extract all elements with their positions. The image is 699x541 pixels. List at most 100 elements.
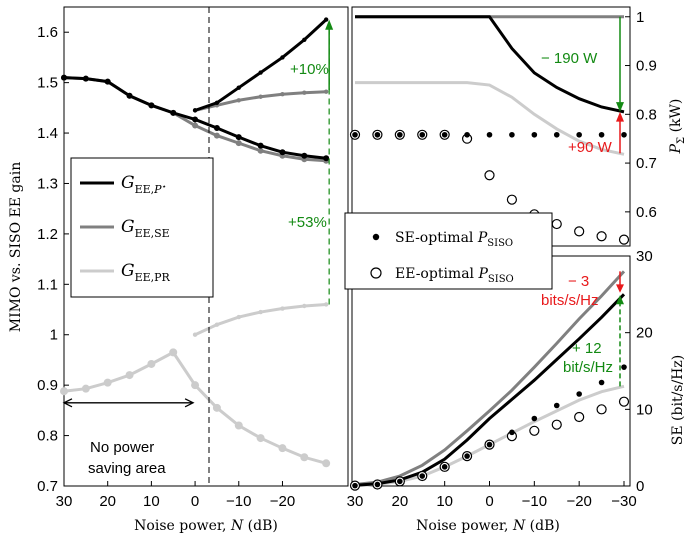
rb-ee-marker-10 bbox=[574, 411, 585, 423]
rt-se-marker-11 bbox=[598, 131, 605, 138]
left-upper-point-1-3 bbox=[258, 94, 263, 99]
left-point-0-1 bbox=[82, 75, 89, 82]
left-point-2-6 bbox=[191, 381, 200, 390]
rb-se-marker-2 bbox=[397, 478, 403, 485]
no-power-arrowhead-left bbox=[62, 398, 73, 408]
rb-se-marker-3 bbox=[419, 473, 426, 479]
svg-text:GEE,P⋆: GEE,P⋆ bbox=[121, 173, 167, 196]
rt-se-marker-6 bbox=[486, 131, 493, 138]
se-gain-label-1: + 12 bbox=[572, 340, 602, 357]
left-point-0-4 bbox=[148, 102, 155, 109]
rb-ee-marker-12 bbox=[618, 396, 630, 407]
right-x-axis-label: Noise power, N (dB) bbox=[416, 518, 560, 534]
rt-se-marker-1 bbox=[374, 131, 381, 138]
rb-xtick-label-4: −10 bbox=[522, 493, 547, 510]
left-point-0-11 bbox=[301, 152, 308, 159]
left-ytick-label-5: 1.2 bbox=[37, 226, 58, 243]
left-point-2-4 bbox=[147, 359, 156, 368]
rt-se-marker-5 bbox=[464, 131, 470, 138]
legend-ee-optimal-marker bbox=[370, 267, 382, 279]
left-point-2-2 bbox=[103, 378, 112, 387]
left-upper-point-1-5 bbox=[302, 90, 307, 95]
left-x-axis-label: Noise power, N (dB) bbox=[134, 518, 278, 534]
left-upper-point-2-3 bbox=[258, 309, 263, 315]
left-point-2-10 bbox=[278, 444, 287, 453]
left-point-0-8 bbox=[235, 134, 242, 141]
svg-text:GEE,SE: GEE,SE bbox=[121, 217, 170, 240]
left-point-0-12 bbox=[323, 155, 330, 162]
rt-ee-marker-11 bbox=[596, 231, 607, 242]
left-point-1-8 bbox=[235, 140, 242, 147]
rb-ytick-label-1: 10 bbox=[636, 401, 653, 418]
rb-ee-marker-9 bbox=[551, 419, 562, 430]
left-ytick-label-6: 1.3 bbox=[37, 175, 58, 192]
rt-se-marker-8 bbox=[531, 131, 538, 138]
left-point-2-12 bbox=[322, 459, 331, 468]
rb-ytick-label-0: 0 bbox=[636, 478, 644, 495]
left-annotations: +10% +53% No power saving area bbox=[88, 61, 329, 477]
left-upper-point-2-5 bbox=[302, 303, 307, 309]
power-saving-arrowhead bbox=[616, 102, 624, 112]
left-point-1-9 bbox=[257, 147, 264, 154]
rb-se-marker-9 bbox=[553, 402, 560, 409]
svg-text:GEE,PR: GEE,PR bbox=[121, 261, 171, 284]
left-point-1-6 bbox=[192, 122, 199, 129]
left-point-0-9 bbox=[257, 142, 264, 149]
rb-se-marker-1 bbox=[374, 481, 381, 488]
rb-se-marker-11 bbox=[598, 379, 605, 386]
marker-legend: SE-optimal PSISO EE-optimal PSISO bbox=[344, 212, 553, 290]
rt-line-2 bbox=[355, 81, 625, 156]
left-ytick-label-1: 0.8 bbox=[37, 428, 58, 445]
left-point-2-0 bbox=[60, 387, 68, 396]
left-ytick-label-7: 1.4 bbox=[37, 125, 58, 142]
left-xtick-label-5: −20 bbox=[270, 493, 295, 510]
rb-se-marker-6 bbox=[486, 441, 493, 448]
left-xtick-label-1: 20 bbox=[99, 493, 116, 510]
rt-ee-marker-10 bbox=[574, 226, 585, 237]
rt-ytick-label-0: 1 bbox=[636, 9, 644, 26]
gain-10-arrowhead bbox=[325, 19, 334, 30]
rt-ee-marker-12 bbox=[618, 234, 630, 245]
no-power-label-2: saving area bbox=[88, 460, 166, 477]
left-point-0-3 bbox=[126, 92, 133, 99]
power-y-axis-label: PΣ (kW) bbox=[668, 99, 687, 155]
rb-xtick-label-1: 20 bbox=[391, 493, 408, 510]
rt-ytick-label-3: 0.7 bbox=[636, 155, 657, 172]
left-upper-point-1-4 bbox=[280, 92, 285, 97]
rt-ytick-label-1: 0.9 bbox=[636, 58, 657, 75]
left-xtick-label-0: 30 bbox=[56, 493, 73, 510]
se-loss-label-1: − 3 bbox=[568, 273, 589, 290]
legend-entry-se: GEE,SE bbox=[121, 217, 170, 240]
left-y-axis-label: MIMO vs. SISO EE gain bbox=[8, 162, 24, 332]
left-upper-point-2-4 bbox=[280, 306, 285, 311]
no-power-arrowhead-right bbox=[184, 398, 195, 408]
left-upper-point-2-6 bbox=[323, 302, 329, 307]
rb-ytick-label-2: 20 bbox=[636, 325, 653, 342]
rb-se-marker-7 bbox=[509, 429, 515, 436]
power-saving-label: − 190 W bbox=[541, 50, 598, 67]
left-ytick-label-8: 1.5 bbox=[37, 75, 58, 92]
left-upper-point-2-1 bbox=[214, 322, 220, 327]
left-upper-point-1-2 bbox=[236, 98, 241, 103]
left-point-1-7 bbox=[213, 132, 220, 139]
se-loss-arrowhead bbox=[616, 284, 624, 293]
rb-se-marker-4 bbox=[441, 464, 448, 470]
left-ytick-label-4: 1.1 bbox=[37, 276, 58, 293]
left-point-2-11 bbox=[300, 453, 309, 462]
left-point-2-5 bbox=[169, 348, 178, 357]
left-upper-point-0-6 bbox=[323, 17, 329, 22]
rb-se-marker-12 bbox=[621, 364, 627, 370]
rt-ee-marker-6 bbox=[484, 170, 495, 181]
rb-ytick-label-3: 30 bbox=[636, 248, 653, 265]
left-upper-point-1-6 bbox=[323, 89, 329, 94]
se-y-axis-label: SE (bit/s/Hz) bbox=[670, 355, 686, 445]
rb-xtick-label-2: 10 bbox=[436, 493, 453, 510]
left-xtick-label-2: 10 bbox=[143, 493, 160, 510]
se-gain-arrowhead bbox=[616, 295, 624, 305]
gain-ten-percent: +10% bbox=[290, 61, 329, 78]
rt-se-marker-12 bbox=[621, 131, 627, 138]
rt-line-0 bbox=[355, 15, 625, 114]
left-point-0-2 bbox=[104, 78, 111, 85]
rb-xtick-label-5: −20 bbox=[566, 493, 591, 510]
left-point-2-1 bbox=[81, 384, 90, 393]
